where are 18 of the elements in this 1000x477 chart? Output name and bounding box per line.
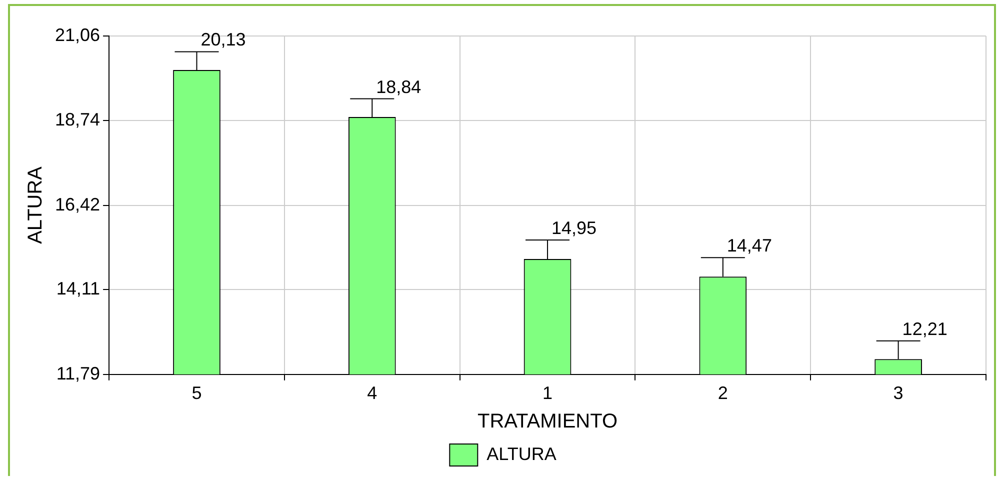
y-tick-label: 16,42 <box>54 194 100 214</box>
data-label: 18,84 <box>376 76 422 97</box>
x-tick-label: 1 <box>542 383 553 404</box>
x-tick-label: 4 <box>367 383 378 404</box>
y-tick-label: 18,74 <box>54 110 100 130</box>
x-tick-label: 5 <box>192 383 202 404</box>
data-label: 20,13 <box>200 30 246 50</box>
y-tick-label: 11,79 <box>56 363 100 384</box>
y-tick-label: 21,06 <box>54 24 100 45</box>
y-axis-title: ALTURA <box>24 166 47 244</box>
x-tick-label: 3 <box>893 383 904 404</box>
data-label: 14,47 <box>726 236 772 256</box>
data-label: 12,21 <box>902 318 948 339</box>
y-tick-label: 14,11 <box>56 278 100 299</box>
x-axis-title: TRATAMIENTO <box>478 410 618 433</box>
legend-label: ALTURA <box>486 444 556 464</box>
x-tick-label: 2 <box>718 383 728 404</box>
data-label: 14,95 <box>552 218 597 238</box>
